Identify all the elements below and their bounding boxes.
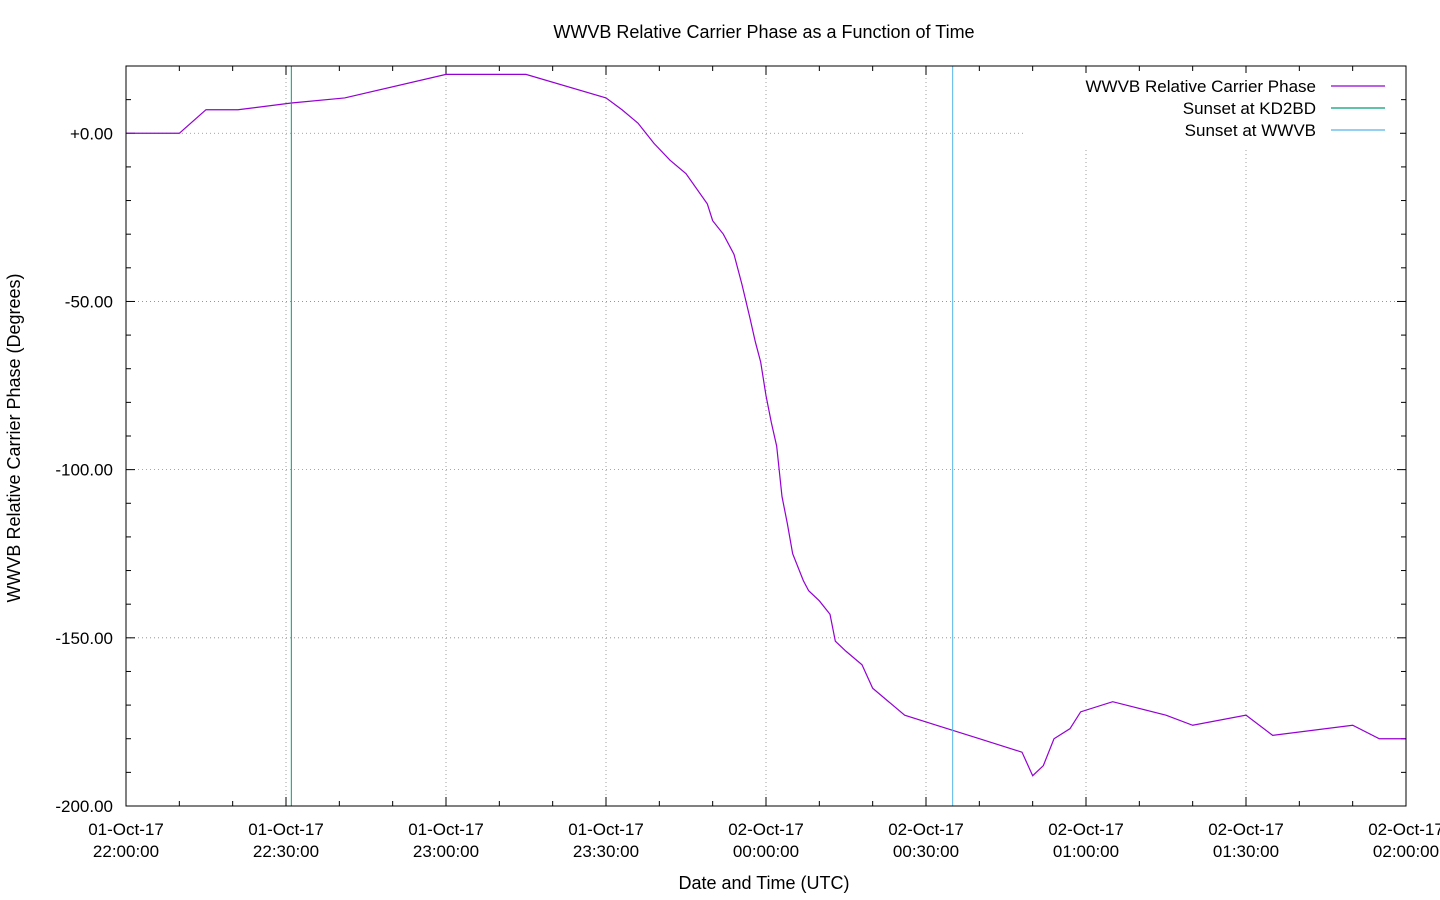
grid-layer — [126, 66, 1406, 806]
x-tick-time: 00:30:00 — [893, 842, 959, 861]
x-tick-time: 00:00:00 — [733, 842, 799, 861]
x-tick-time: 01:30:00 — [1213, 842, 1279, 861]
x-tick-time: 02:00:00 — [1373, 842, 1439, 861]
x-tick-date: 01-Oct-17 — [88, 820, 164, 839]
y-tick-label: -200.00 — [55, 797, 113, 816]
x-tick-time: 23:00:00 — [413, 842, 479, 861]
x-tick-date: 01-Oct-17 — [248, 820, 324, 839]
ticks-layer: +0.00 -50.00 -100.00 -150.00 -200.00 01-Oct-1… — [55, 66, 1440, 861]
x-tick-date: 02-Oct-17 — [888, 820, 964, 839]
x-tick-date: 02-Oct-17 — [1208, 820, 1284, 839]
y-tick-label: -100.00 — [55, 461, 113, 480]
y-tick-label: -50.00 — [65, 292, 113, 311]
x-axis-label: Date and Time (UTC) — [678, 873, 849, 893]
x-tick-time: 22:00:00 — [93, 842, 159, 861]
x-tick-time: 22:30:00 — [253, 842, 319, 861]
x-tick-date: 01-Oct-17 — [568, 820, 644, 839]
legend-label: Sunset at KD2BD — [1183, 99, 1316, 118]
plot-border — [125, 65, 1407, 807]
y-axis-label: WWVB Relative Carrier Phase (Degrees) — [4, 273, 24, 602]
x-tick-time: 01:00:00 — [1053, 842, 1119, 861]
legend-label: Sunset at WWVB — [1185, 121, 1316, 140]
x-tick-time: 23:30:00 — [573, 842, 639, 861]
series-layer — [126, 66, 1406, 806]
x-tick-date: 02-Oct-17 — [1048, 820, 1124, 839]
chart-title: WWVB Relative Carrier Phase as a Functio… — [553, 22, 974, 42]
y-tick-label: +0.00 — [70, 124, 113, 143]
y-tick-label: -150.00 — [55, 629, 113, 648]
x-tick-date: 02-Oct-17 — [728, 820, 804, 839]
legend: WWVB Relative Carrier Phase Sunset at KD2… — [1024, 73, 1400, 147]
legend-background — [1024, 73, 1400, 147]
legend-label: WWVB Relative Carrier Phase — [1085, 77, 1316, 96]
x-tick-date: 02-Oct-17 — [1368, 820, 1440, 839]
x-tick-date: 01-Oct-17 — [408, 820, 484, 839]
series-line-phase — [126, 73, 1406, 777]
